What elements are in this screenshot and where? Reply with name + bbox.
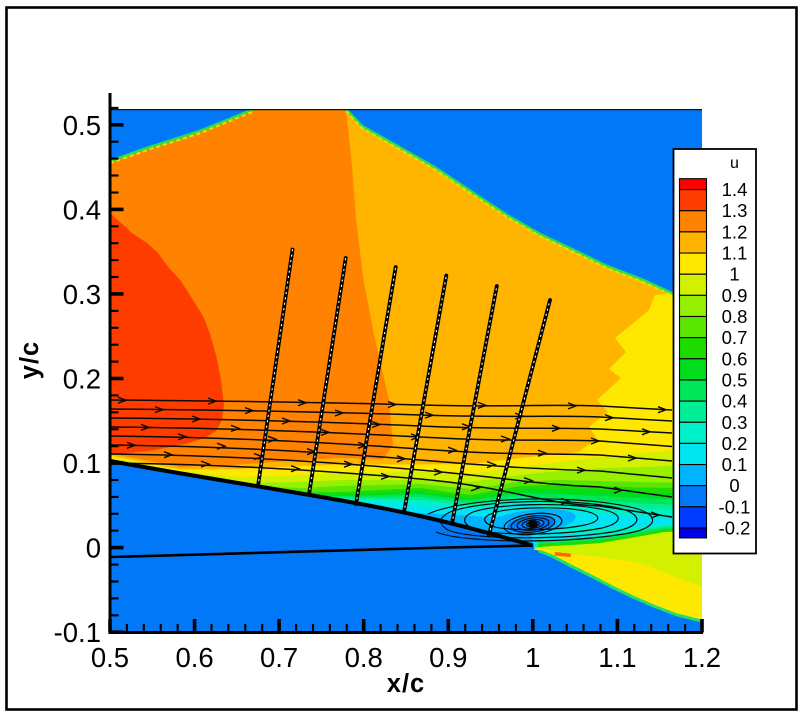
svg-text:1.3: 1.3: [722, 200, 748, 221]
svg-text:0.9: 0.9: [722, 285, 748, 306]
svg-text:1.1: 1.1: [722, 243, 748, 264]
svg-text:0.4: 0.4: [63, 194, 101, 225]
svg-text:x/c: x/c: [387, 670, 425, 698]
svg-text:0.9: 0.9: [429, 642, 467, 673]
svg-text:1.1: 1.1: [598, 642, 636, 673]
svg-text:0.5: 0.5: [63, 110, 101, 141]
svg-text:0.3: 0.3: [722, 412, 748, 433]
svg-text:0.6: 0.6: [175, 642, 213, 673]
svg-text:0.3: 0.3: [63, 279, 101, 310]
svg-text:0.5: 0.5: [91, 642, 129, 673]
svg-text:-0.1: -0.1: [719, 496, 751, 517]
svg-text:0.4: 0.4: [722, 391, 748, 412]
svg-text:y/c: y/c: [16, 341, 44, 379]
svg-text:0.1: 0.1: [722, 454, 748, 475]
svg-text:1.4: 1.4: [722, 179, 748, 200]
svg-text:0.2: 0.2: [63, 364, 101, 395]
svg-text:-0.1: -0.1: [54, 617, 101, 648]
svg-text:0.5: 0.5: [722, 369, 748, 390]
svg-text:1: 1: [525, 642, 540, 673]
svg-text:0.7: 0.7: [260, 642, 298, 673]
svg-text:0: 0: [729, 475, 739, 496]
svg-text:1.2: 1.2: [683, 642, 721, 673]
svg-text:0.1: 0.1: [63, 448, 101, 479]
svg-text:1: 1: [729, 264, 739, 285]
svg-text:0.8: 0.8: [345, 642, 383, 673]
svg-text:0.6: 0.6: [722, 348, 748, 369]
svg-text:0: 0: [86, 533, 101, 564]
svg-text:0.7: 0.7: [722, 327, 748, 348]
svg-text:u: u: [730, 155, 739, 172]
svg-text:1.2: 1.2: [722, 221, 748, 242]
svg-text:-0.2: -0.2: [719, 518, 751, 539]
svg-text:0.8: 0.8: [722, 306, 748, 327]
svg-text:0.2: 0.2: [722, 433, 748, 454]
